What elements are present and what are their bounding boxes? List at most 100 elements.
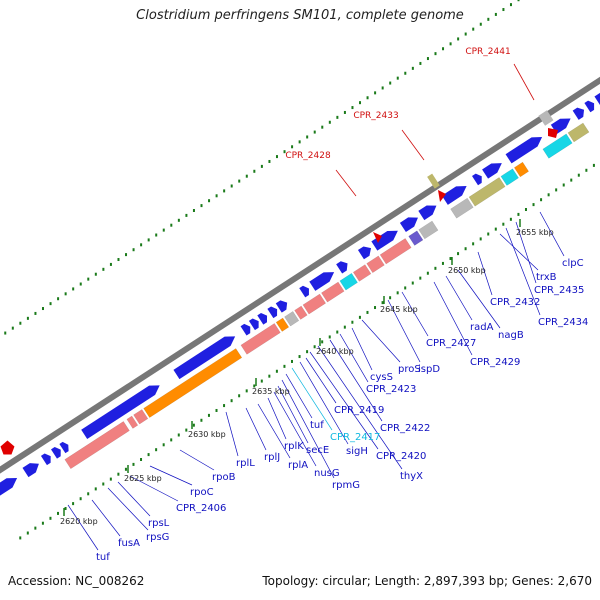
tick-dot: [162, 228, 165, 232]
tick-dot: [585, 168, 588, 172]
gene-label: trxB: [536, 272, 557, 283]
gene-label: CPR_2419: [334, 405, 384, 416]
gene-label: rpoB: [212, 472, 236, 483]
cds-forward-16: [371, 230, 398, 251]
tick-dot: [245, 174, 248, 178]
tick-dot: [321, 340, 324, 344]
tick-dot: [132, 462, 135, 466]
tick-label: 2630 kbp: [188, 430, 226, 439]
tick-label: 2620 kbp: [60, 517, 98, 526]
highlight-leader: [401, 129, 425, 161]
tick-dot: [177, 218, 180, 222]
feature-track: [0, 92, 600, 496]
gene-leader: [117, 481, 151, 517]
tick-dot: [434, 266, 437, 270]
gene-label: nusG: [314, 468, 340, 479]
tick-dot: [57, 297, 60, 301]
tick-dot: [313, 345, 316, 349]
tick-dot: [11, 326, 14, 330]
gene-leader: [329, 339, 383, 422]
tick-dot: [411, 66, 414, 70]
tick-dot: [457, 252, 460, 256]
tick-track: [4, 0, 595, 540]
tick-dot: [464, 247, 467, 251]
feature-9: [321, 281, 345, 303]
tick-dot: [419, 61, 422, 65]
tick-dot: [426, 271, 429, 275]
tick-dot: [562, 183, 565, 187]
tick-dot: [396, 76, 399, 80]
tick-dot: [49, 516, 52, 520]
highlight-marker-left: [0, 440, 15, 455]
cds-forward-22: [505, 137, 543, 164]
tick-dot: [19, 536, 22, 540]
feature-4: [240, 323, 281, 355]
gene-label: CPR_2427: [426, 338, 476, 349]
tick-label: 2645 kbp: [380, 305, 418, 314]
tick-dot: [275, 369, 278, 373]
gene-leader: [457, 269, 501, 329]
tick-dot: [79, 282, 82, 286]
gene-leader: [291, 367, 333, 431]
gene-leader: [515, 221, 537, 284]
cds-forward-26: [594, 92, 600, 105]
tick-dot: [366, 310, 369, 314]
gene-label: CPR_2434: [538, 317, 588, 328]
feature-19: [513, 161, 530, 178]
tick-dot: [26, 316, 29, 320]
tick-dot: [472, 27, 475, 31]
gene-leader: [305, 357, 337, 404]
tick-dot: [170, 438, 173, 442]
tick-dot: [275, 155, 278, 159]
cds-forward-6: [173, 336, 236, 380]
tick-dot: [366, 96, 369, 100]
gene-leader: [67, 504, 99, 551]
tick-dot: [268, 374, 271, 378]
cds-forward-20: [472, 173, 482, 186]
cds-forward-10: [267, 306, 278, 319]
tick-dot: [208, 199, 211, 203]
tick-dot: [4, 331, 7, 335]
tick-dot: [260, 379, 263, 383]
tick-dot: [41, 521, 44, 525]
tick-dot: [389, 81, 392, 85]
tick-dot: [253, 169, 256, 173]
cds-forward-2: [40, 453, 51, 466]
gene-leader: [285, 373, 313, 419]
tick-dot: [177, 433, 180, 437]
tick-dot: [343, 325, 346, 329]
tick-dot: [117, 258, 120, 262]
gene-label: ispD: [418, 364, 440, 375]
tick-label: 2640 kbp: [316, 347, 354, 356]
tick-dot: [124, 467, 127, 471]
tick-dot: [162, 443, 165, 447]
cds-forward-1: [22, 463, 39, 478]
tick-dot: [283, 150, 286, 154]
genome-backbone: [0, 76, 600, 474]
tick-dot: [26, 531, 29, 535]
gene-label: CPR_2422: [380, 423, 430, 434]
tick-dot: [321, 125, 324, 129]
cds-forward-4: [59, 441, 69, 454]
gene-label: CPR_2429: [470, 357, 520, 368]
tick-dot: [215, 408, 218, 412]
tick-dot: [34, 311, 37, 315]
feature-2: [133, 409, 149, 425]
tick-dot: [328, 335, 331, 339]
tick-dot: [298, 355, 301, 359]
gene-leader: [179, 449, 215, 471]
tick-dot: [449, 257, 452, 261]
tick-dot: [592, 163, 595, 167]
tick-dot: [517, 0, 520, 2]
tick-label: 2635 kbp: [252, 387, 290, 396]
tick-dot: [102, 482, 105, 486]
tick-dot: [404, 286, 407, 290]
tick-dot: [336, 330, 339, 334]
tick-dot: [87, 492, 90, 496]
tick-dot: [34, 526, 37, 530]
tick-dot: [230, 399, 233, 403]
gene-label: radA: [470, 322, 494, 333]
gene-label: rplK: [284, 441, 304, 452]
tick-dot: [328, 120, 331, 124]
feature-5: [275, 317, 290, 332]
